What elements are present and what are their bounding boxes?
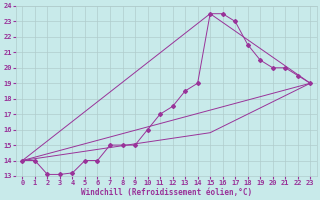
- X-axis label: Windchill (Refroidissement éolien,°C): Windchill (Refroidissement éolien,°C): [81, 188, 252, 197]
